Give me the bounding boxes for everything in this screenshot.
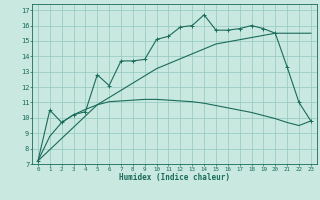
- X-axis label: Humidex (Indice chaleur): Humidex (Indice chaleur): [119, 173, 230, 182]
